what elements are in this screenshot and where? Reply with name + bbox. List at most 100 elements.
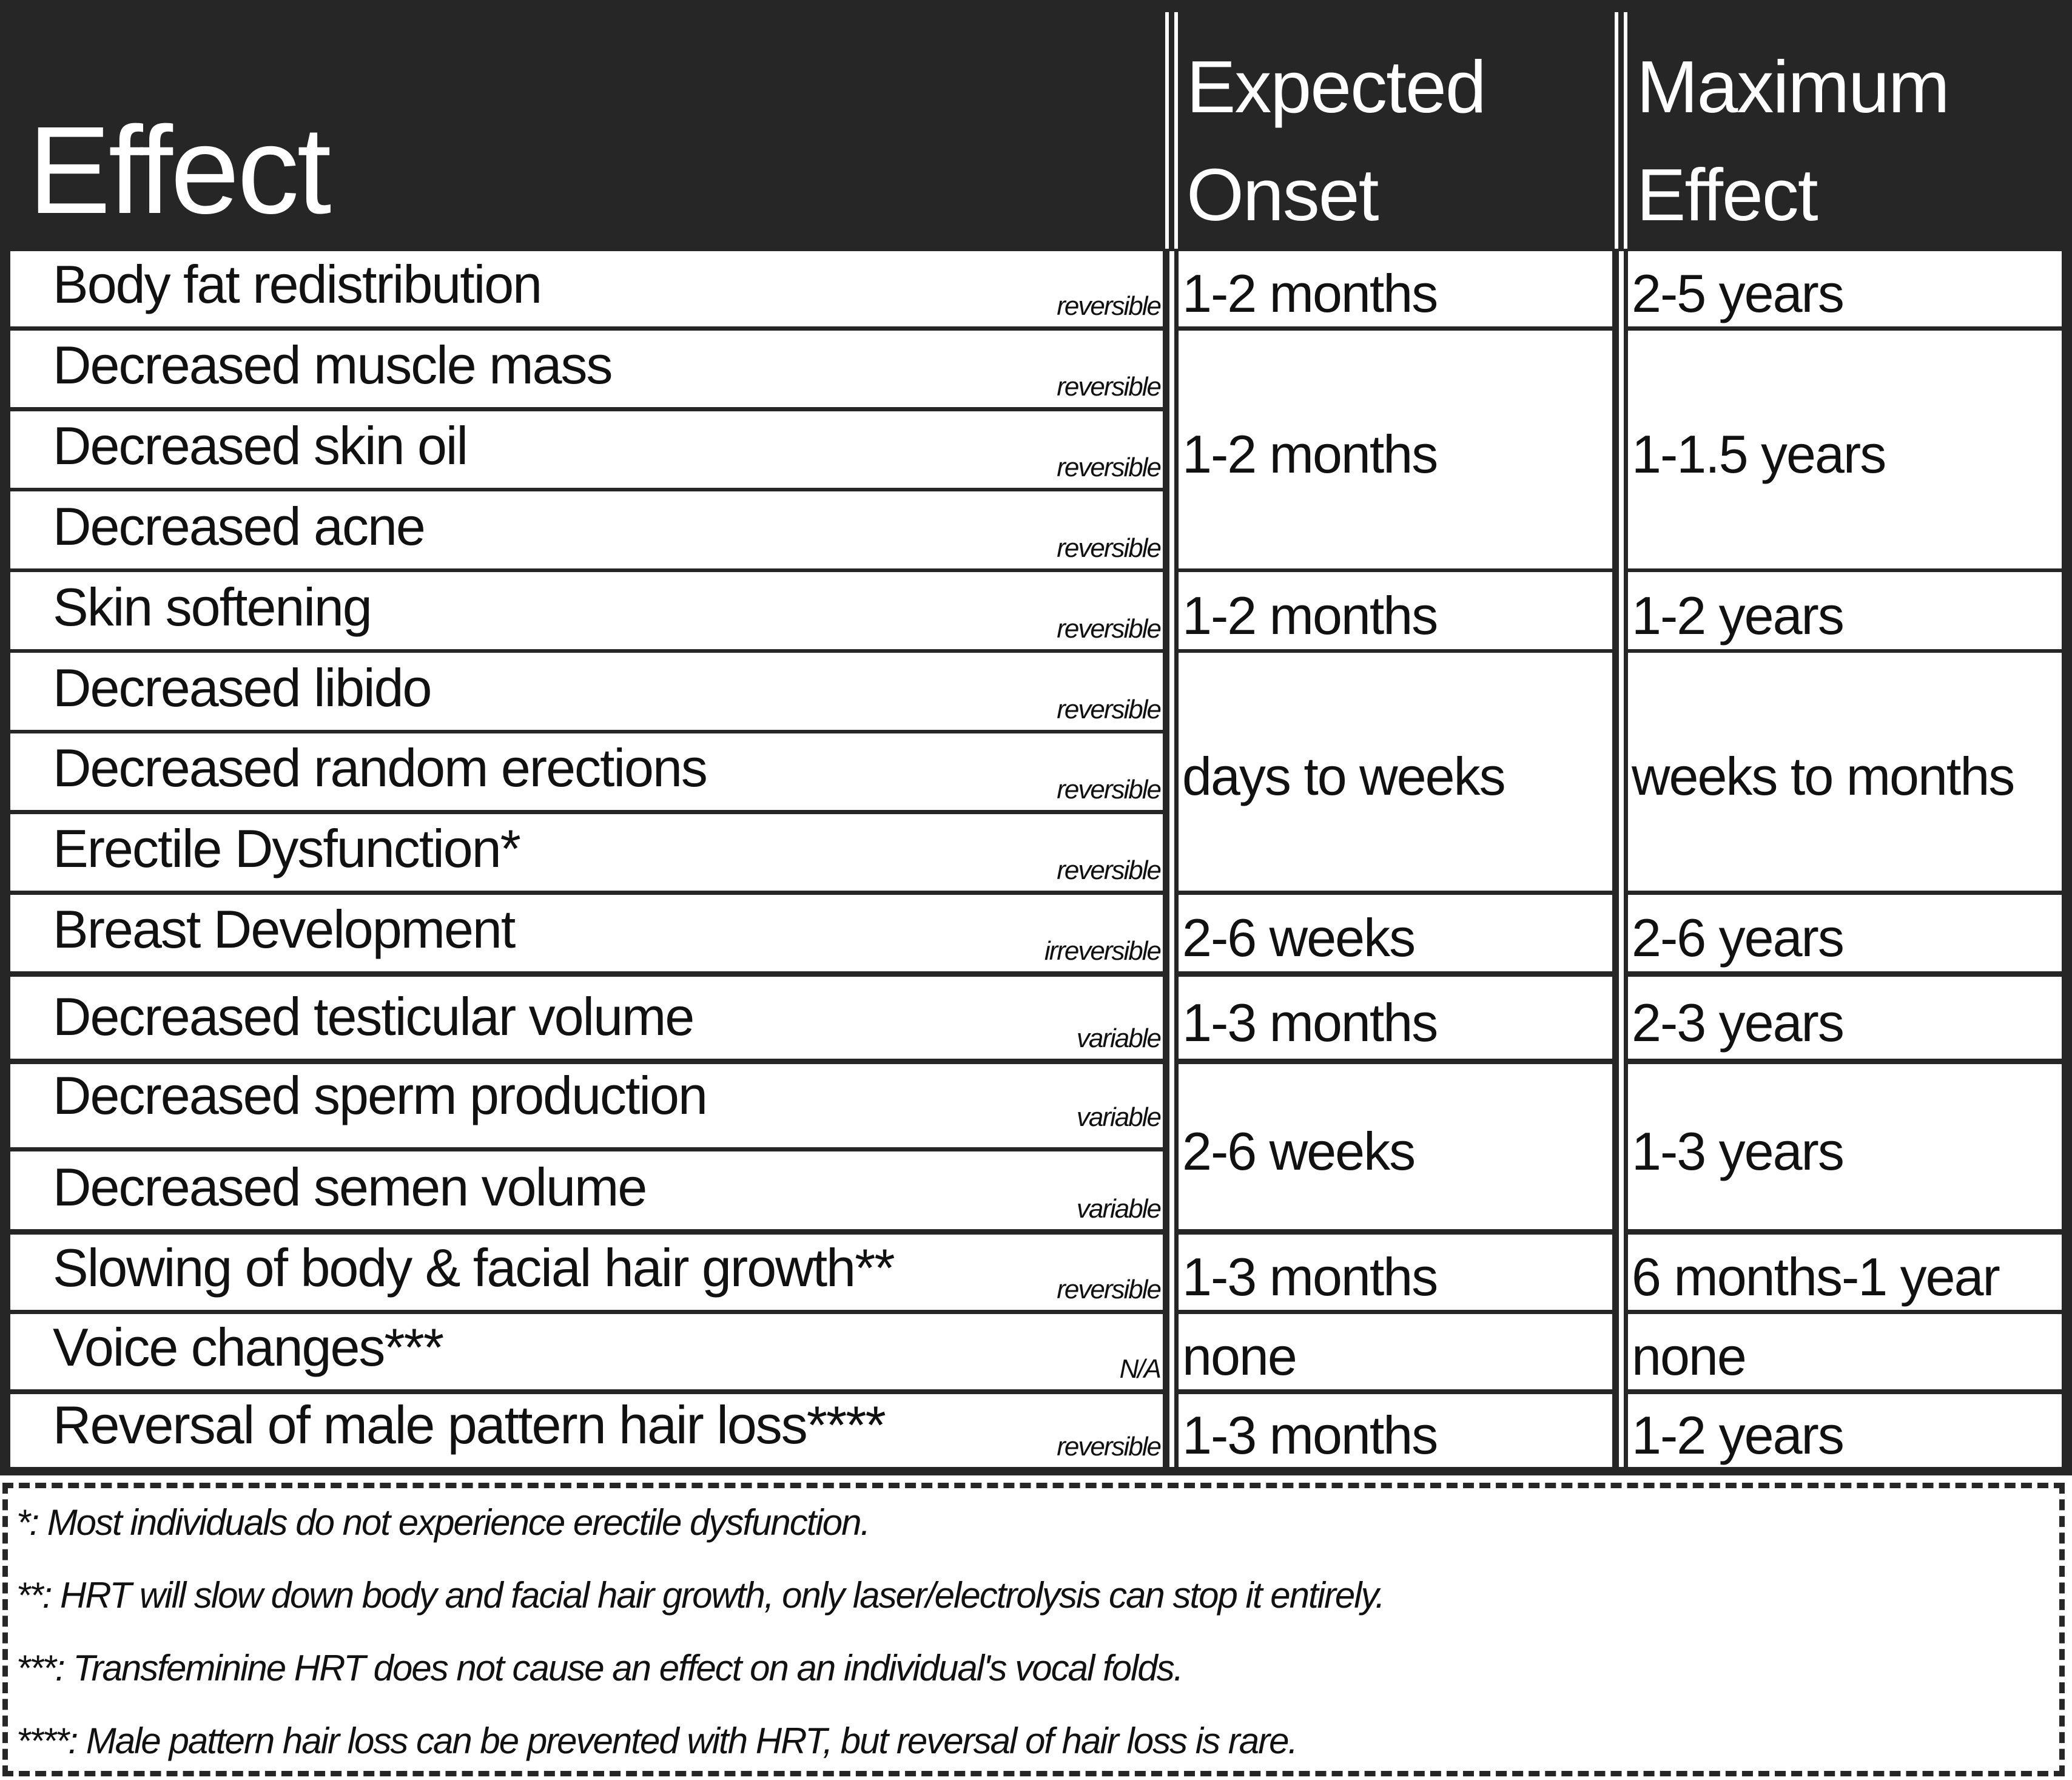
header-maximum-effect: Maximum Effect — [1636, 46, 1950, 266]
max-effect-value: weeks to months — [1632, 746, 2015, 807]
footnote: **: HRT will slow down body and facial h… — [16, 1575, 1385, 1616]
max-effect-cell: 1-3 years — [1628, 1064, 2062, 1229]
reversibility-tag: variable — [1076, 1023, 1162, 1053]
onset-value: 1-2 months — [1182, 263, 1438, 324]
hrt-effects-table: Effect Expected Onset Maximum Effect Bod… — [0, 0, 2072, 1475]
header-max-line2: Effect — [1636, 153, 1818, 236]
onset-value: none — [1182, 1326, 1297, 1387]
max-effect-value: 2-6 years — [1632, 908, 1845, 968]
max-effect-value: 1-2 years — [1632, 585, 1845, 646]
max-effect-cell: 6 months-1 year — [1628, 1235, 2062, 1310]
table-row: Slowing of body & facial hair growth** re… — [10, 1235, 1163, 1310]
onset-cell: 1-2 months — [1179, 251, 1612, 326]
reversibility-tag: reversible — [1057, 453, 1162, 482]
reversibility-tag: variable — [1076, 1194, 1162, 1224]
table-row: Decreased muscle mass reversible — [10, 331, 1163, 407]
max-effect-cell: 2-3 years — [1628, 977, 2062, 1059]
effect-name: Decreased sperm production — [53, 1065, 708, 1125]
table-row: Reversal of male pattern hair loss**** re… — [10, 1394, 1163, 1467]
divider-line — [1624, 12, 1627, 249]
onset-value: days to weeks — [1182, 746, 1506, 807]
header-effect: Effect — [28, 101, 331, 240]
table-row: Decreased skin oil reversible — [10, 411, 1163, 488]
reversibility-tag: reversible — [1057, 775, 1162, 804]
table-row: Decreased sperm production variable — [10, 1064, 1163, 1147]
table-row: Decreased libido reversible — [10, 653, 1163, 730]
effect-name: Decreased testicular volume — [53, 986, 695, 1047]
effect-name: Voice changes*** — [53, 1317, 444, 1377]
onset-cell: days to weeks — [1179, 653, 1612, 891]
max-effect-cell: weeks to months — [1628, 653, 2062, 891]
onset-cell: 2-6 weeks — [1179, 1064, 1612, 1229]
onset-cell: 1-3 months — [1179, 1394, 1612, 1467]
effect-name: Erectile Dysfunction* — [53, 818, 521, 878]
max-effect-value: 2-3 years — [1632, 992, 1845, 1053]
table-row: Body fat redistribution reversible — [10, 251, 1163, 326]
table-row: Decreased semen volume variable — [10, 1151, 1163, 1229]
reversibility-tag: reversible — [1057, 533, 1162, 563]
effect-name: Decreased random erections — [53, 738, 708, 798]
effect-name: Decreased muscle mass — [53, 335, 613, 395]
divider-line — [1169, 251, 1174, 1467]
effect-name: Decreased libido — [53, 658, 432, 718]
table-row: Decreased testicular volume variable — [10, 977, 1163, 1059]
header-onset-line2: Onset — [1186, 153, 1379, 236]
onset-value: 2-6 weeks — [1182, 1121, 1416, 1182]
onset-cell: 1-2 months — [1179, 331, 1612, 568]
reversibility-tag: reversible — [1057, 614, 1162, 644]
max-effect-cell: none — [1628, 1314, 2062, 1389]
onset-value: 1-3 months — [1182, 1247, 1438, 1307]
reversibility-tag: irreversible — [1044, 936, 1162, 966]
onset-value: 1-2 months — [1182, 424, 1438, 485]
max-effect-value: 6 months-1 year — [1632, 1247, 2000, 1307]
onset-value: 1-2 months — [1182, 585, 1438, 646]
max-effect-value: 2-5 years — [1632, 263, 1845, 324]
divider-line — [1174, 12, 1178, 249]
max-effect-value: 1-2 years — [1632, 1405, 1845, 1466]
table-row: Voice changes*** N/A — [10, 1314, 1163, 1389]
effect-name: Decreased acne — [53, 496, 426, 556]
reversibility-tag: reversible — [1057, 1432, 1162, 1461]
effect-name: Body fat redistribution — [53, 254, 542, 314]
onset-cell: 2-6 weeks — [1179, 895, 1612, 971]
reversibility-tag: reversible — [1057, 1275, 1162, 1304]
onset-cell: 1-3 months — [1179, 1235, 1612, 1310]
reversibility-tag: reversible — [1057, 695, 1162, 724]
table-row: Breast Development irreversible — [10, 895, 1163, 971]
table-row: Decreased random erections reversible — [10, 733, 1163, 810]
max-effect-cell: 1-2 years — [1628, 1394, 2062, 1467]
effect-name: Skin softening — [53, 577, 372, 637]
reversibility-tag: reversible — [1057, 372, 1162, 402]
onset-value: 1-3 months — [1182, 992, 1438, 1053]
footnote: ****: Male pattern hair loss can be prev… — [16, 1721, 1298, 1761]
table-row: Decreased acne reversible — [10, 491, 1163, 568]
table-row: Skin softening reversible — [10, 572, 1163, 649]
header-expected-onset: Expected Onset — [1186, 50, 1487, 266]
max-effect-value: none — [1632, 1326, 1747, 1387]
effect-name: Decreased skin oil — [53, 416, 468, 476]
divider-line — [1619, 251, 1624, 1467]
footnote: ***: Transfeminine HRT does not cause an… — [16, 1648, 1183, 1688]
reversibility-tag: reversible — [1057, 291, 1162, 321]
effect-name: Reversal of male pattern hair loss**** — [53, 1395, 886, 1455]
divider-line — [1165, 12, 1169, 249]
onset-value: 1-3 months — [1182, 1405, 1438, 1466]
reversibility-tag: reversible — [1057, 855, 1162, 885]
reversibility-tag: variable — [1076, 1102, 1162, 1132]
effect-name: Decreased semen volume — [53, 1157, 647, 1217]
header-max-line1: Maximum — [1636, 46, 1950, 128]
max-effect-cell: 1-1.5 years — [1628, 331, 2062, 568]
footnotes-box: *: Most individuals do not experience er… — [2, 1483, 2065, 1776]
max-effect-cell: 2-6 years — [1628, 895, 2062, 971]
effect-name: Slowing of body & facial hair growth** — [53, 1238, 895, 1298]
max-effect-value: 1-1.5 years — [1632, 424, 1886, 485]
effect-name: Breast Development — [53, 899, 516, 959]
footnote: *: Most individuals do not experience er… — [16, 1502, 870, 1543]
max-effect-cell: 2-5 years — [1628, 251, 2062, 326]
divider-line — [1615, 12, 1618, 249]
reversibility-tag: N/A — [1119, 1354, 1162, 1384]
table-row: Erectile Dysfunction* reversible — [10, 814, 1163, 891]
max-effect-value: 1-3 years — [1632, 1121, 1845, 1182]
max-effect-cell: 1-2 years — [1628, 572, 2062, 649]
onset-cell: none — [1179, 1314, 1612, 1389]
